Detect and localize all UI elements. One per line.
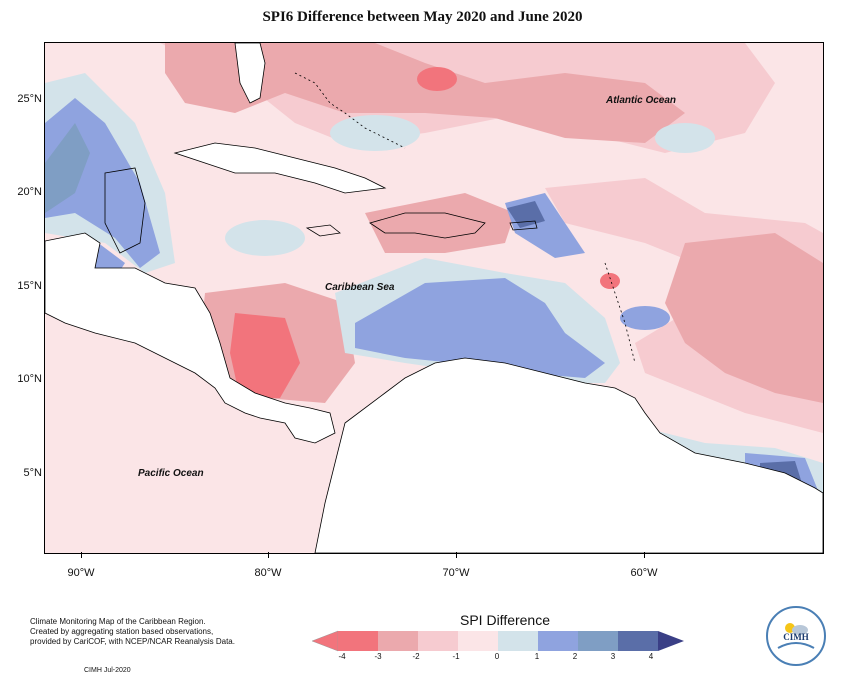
legend-tick: 2 (572, 652, 578, 661)
lon-tick (456, 552, 457, 558)
field-east-neg2 (665, 233, 823, 403)
footer-line-2: Created by aggregating station based obs… (30, 627, 214, 636)
legend-tick: -3 (374, 652, 382, 661)
legend-bin-6 (538, 631, 578, 651)
land-central-america (45, 232, 336, 444)
sun-cloud-icon (777, 623, 815, 649)
lat-label-5: 5°N (23, 467, 42, 479)
lon-label-60: 60°W (630, 567, 658, 579)
field-ca-neg3 (230, 313, 300, 398)
field-hispaniola-neg (365, 193, 515, 253)
lon-tick (644, 552, 645, 558)
lat-label-20: 20°N (17, 186, 42, 198)
field-atlantic-neg2 (165, 43, 685, 143)
lat-label-10: 10°N (17, 373, 42, 385)
field-prico-pos2 (507, 201, 545, 228)
logo-text: CIMH (783, 632, 809, 642)
legend-arrow-left (312, 630, 339, 652)
spi-field (45, 43, 823, 553)
lon-label-70: 70°W (442, 567, 470, 579)
field-jamaica-pos (225, 220, 305, 256)
land-lesser-antilles (604, 262, 636, 364)
footer-line-1: Climate Monitoring Map of the Caribbean … (30, 617, 206, 626)
cimh-logo: CIMH (766, 606, 826, 666)
land-jamaica (305, 224, 341, 237)
legend-tick: -4 (338, 652, 346, 661)
legend-bin-5 (498, 631, 538, 651)
field-lesser-neg3 (600, 273, 620, 289)
lat-label-15: 15°N (17, 280, 42, 292)
legend-bin-1 (338, 631, 378, 651)
footer-credits: Climate Monitoring Map of the Caribbean … (30, 617, 250, 647)
label-caribbean: Caribbean Sea (325, 282, 395, 293)
legend-tick: 1 (534, 652, 540, 661)
legend-colorbar (312, 630, 684, 652)
lon-tick (268, 552, 269, 558)
lon-label-90: 90°W (67, 567, 95, 579)
legend-bin-3 (418, 631, 458, 651)
legend-tick: -2 (412, 652, 420, 661)
legend-tick: 4 (648, 652, 654, 661)
land-puerto-rico (509, 220, 538, 231)
legend-tick: -1 (452, 652, 460, 661)
legend-bin-4 (458, 631, 498, 651)
lon-label-80: 80°W (254, 567, 282, 579)
lat-label-25: 25°N (17, 93, 42, 105)
legend-bin-7 (578, 631, 618, 651)
field-caribbean-pos1 (355, 278, 605, 378)
legend-title: SPI Difference (460, 612, 551, 628)
label-pacific: Pacific Ocean (138, 468, 204, 479)
land-hispaniola (369, 212, 486, 239)
footer-line-3: provided by CariCOF, with NCEP/NCAR Rean… (30, 637, 235, 646)
label-atlantic: Atlantic Ocean (606, 95, 677, 106)
land-south-america (314, 357, 823, 553)
land-bahamas (294, 72, 406, 149)
map-canvas[interactable] (44, 42, 824, 554)
legend-tick: 3 (610, 652, 616, 661)
legend-arrow-right (658, 631, 684, 651)
footer-date: CIMH Jul-2020 (84, 667, 131, 674)
legend-tick: 0 (494, 652, 500, 661)
field-gulf-pos2 (45, 123, 90, 213)
field-atlantic-pos (655, 123, 715, 153)
field-trin-pos (620, 306, 670, 330)
map-title: SPI6 Difference between May 2020 and Jun… (262, 9, 583, 25)
legend-bin-2 (378, 631, 418, 651)
land-yucatan (104, 167, 146, 254)
legend-bin-8 (618, 631, 658, 651)
land-cuba (173, 142, 387, 194)
lon-tick (81, 552, 82, 558)
land-florida (234, 43, 266, 104)
field-bahamas-neg3 (417, 67, 457, 91)
